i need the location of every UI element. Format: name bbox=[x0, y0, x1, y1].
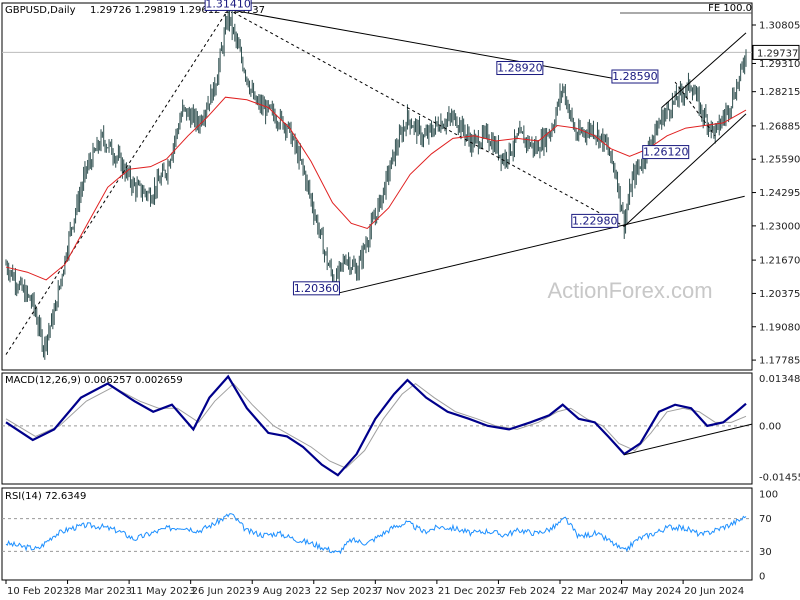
date-tick-label: 11 May 2023 bbox=[130, 586, 195, 597]
macd-tick-label: -0.014554 bbox=[759, 473, 800, 484]
date-tick-label: 10 Feb 2023 bbox=[7, 586, 69, 597]
price-header-symbol: GBPUSD,Daily bbox=[5, 5, 76, 16]
axis-labels: 1.30805 1.29310 1.28215 1.26885 1.25590 1.242… bbox=[5, 21, 800, 597]
price-tick-label: 1.26885 bbox=[759, 121, 800, 132]
moving-average bbox=[5, 96, 747, 281]
date-tick-label: 7 Nov 2023 bbox=[376, 586, 434, 597]
pane-frame-2 bbox=[1, 487, 753, 581]
trendline-dashed-up bbox=[5, 9, 229, 355]
ma-line bbox=[5, 96, 747, 281]
price-tick-label: 1.28215 bbox=[759, 87, 800, 98]
price-annotation-box bbox=[496, 61, 544, 76]
price-annotation-label: 1.22980 bbox=[572, 214, 618, 227]
price-tick-label: 1.29310 bbox=[759, 59, 800, 70]
price-annotation-label: 1.28920 bbox=[497, 62, 543, 75]
date-tick-label: 20 Jun 2024 bbox=[684, 586, 744, 597]
price-annotation-label: 1.26120 bbox=[643, 146, 689, 159]
rsi-tick-label: 70 bbox=[759, 514, 772, 525]
macd-tick-label: 0.00 bbox=[759, 421, 781, 432]
pane-frame-1 bbox=[1, 372, 753, 485]
date-tick-label: 22 Mar 2024 bbox=[561, 586, 624, 597]
trendline-resistance bbox=[228, 8, 634, 83]
date-tick-label: 9 Aug 2023 bbox=[253, 586, 311, 597]
date-tick-label: 26 Jun 2023 bbox=[192, 586, 252, 597]
date-tick-label: 7 Feb 2024 bbox=[499, 586, 555, 597]
macd-lines bbox=[5, 374, 753, 477]
price-annotation-box bbox=[571, 213, 619, 228]
rsi-tick-label: 30 bbox=[759, 547, 772, 558]
dashed-leg bbox=[674, 81, 716, 137]
price-annotation-box bbox=[204, 0, 252, 11]
trendlines bbox=[5, 8, 747, 355]
price-tick-label: 1.23000 bbox=[759, 221, 800, 232]
rsi-header: RSI(14) 72.6349 bbox=[5, 491, 86, 502]
price-tick-label: 1.17785 bbox=[759, 356, 800, 367]
price-tick-label: 1.20375 bbox=[759, 289, 800, 300]
channel-upper bbox=[661, 32, 747, 108]
macd-trendline bbox=[624, 423, 753, 456]
fe-label: FE 100.0 bbox=[708, 3, 752, 14]
price-annotation-label: 1.20360 bbox=[294, 282, 340, 295]
date-tick-label: 28 Mar 2023 bbox=[69, 586, 132, 597]
macd-header: MACD(12,26,9) 0.006257 0.002659 bbox=[5, 375, 183, 386]
date-tick-label: 7 May 2024 bbox=[623, 586, 682, 597]
price-tick-label: 1.24295 bbox=[759, 188, 800, 199]
price-tick-label: 1.25590 bbox=[759, 155, 800, 166]
rsi-tick-label: 0 bbox=[759, 572, 765, 583]
rsi-line bbox=[5, 513, 747, 555]
price-tick-label: 1.19080 bbox=[759, 322, 800, 333]
candles bbox=[5, 7, 747, 360]
date-tick-label: 21 Dec 2023 bbox=[438, 586, 502, 597]
price-header-ohlc: 1.29726 1.29819 1.29612 1.29737 bbox=[90, 5, 265, 16]
price-annotation-label: 1.31410 bbox=[205, 0, 251, 10]
price-annotation-label: 1.28590 bbox=[612, 70, 658, 83]
price-annotations: 1.31410 1.28920 1.28590 1.26120 1.22980 1.203… bbox=[204, 0, 690, 296]
price-annotation-box bbox=[292, 281, 340, 296]
price-annotation-box bbox=[611, 69, 659, 84]
price-annotation-box bbox=[642, 145, 690, 160]
pane-frame-0 bbox=[1, 2, 753, 371]
channel-lower bbox=[623, 113, 747, 227]
price-tick-label: 1.21670 bbox=[759, 256, 800, 267]
macd-tick-label: 0.013489 bbox=[759, 374, 800, 385]
rsi-tick-label: 100 bbox=[759, 490, 778, 501]
current-price-box bbox=[752, 44, 800, 60]
date-tick-label: 22 Sep 2023 bbox=[315, 586, 378, 597]
pane-frames bbox=[1, 2, 753, 581]
watermark: ActionForex.com bbox=[547, 278, 712, 303]
trendline-support bbox=[335, 195, 745, 295]
rsi-line bbox=[5, 513, 747, 555]
macd-signal-line bbox=[5, 382, 747, 469]
macd-main-line bbox=[5, 374, 747, 477]
trendline-dashed-down bbox=[227, 8, 625, 227]
price-tick-label: 1.30805 bbox=[759, 21, 800, 32]
current-price-label: 1.29737 bbox=[757, 48, 798, 59]
